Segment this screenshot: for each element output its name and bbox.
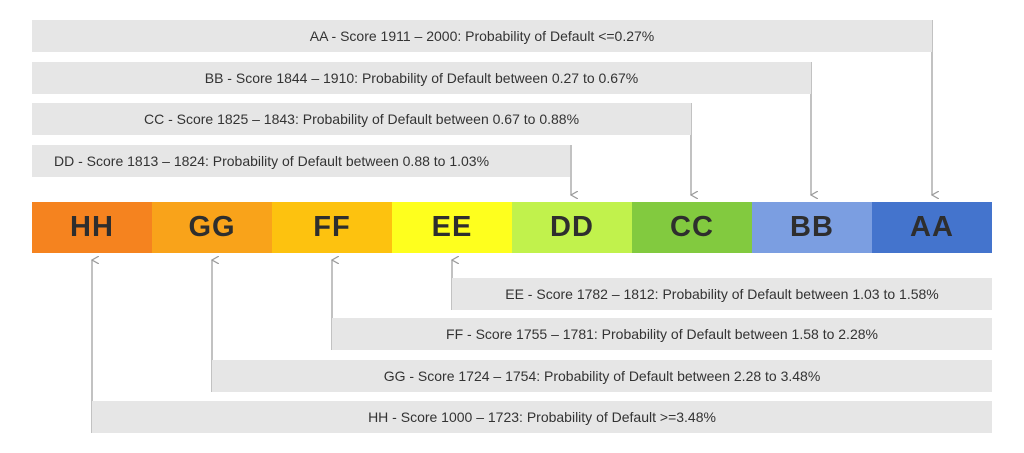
segment-dd: DD (512, 202, 632, 253)
label-cc: CC - Score 1825 – 1843: Probability of D… (32, 103, 691, 135)
label-hh: HH - Score 1000 – 1723: Probability of D… (92, 401, 992, 433)
segment-bb: BB (752, 202, 872, 253)
segment-gg: GG (152, 202, 272, 253)
rating-scale-bar: HH GG FF EE DD CC BB AA (32, 202, 992, 253)
label-bb: BB - Score 1844 – 1910: Probability of D… (32, 62, 811, 94)
label-aa: AA - Score 1911 – 2000: Probability of D… (32, 20, 932, 52)
label-dd: DD - Score 1813 – 1824: Probability of D… (32, 145, 570, 177)
label-gg: GG - Score 1724 – 1754: Probability of D… (212, 360, 992, 392)
segment-cc: CC (632, 202, 752, 253)
segment-ff: FF (272, 202, 392, 253)
segment-aa: AA (872, 202, 992, 253)
label-ee: EE - Score 1782 – 1812: Probability of D… (452, 278, 992, 310)
segment-hh: HH (32, 202, 152, 253)
label-ff: FF - Score 1755 – 1781: Probability of D… (332, 318, 992, 350)
segment-ee: EE (392, 202, 512, 253)
